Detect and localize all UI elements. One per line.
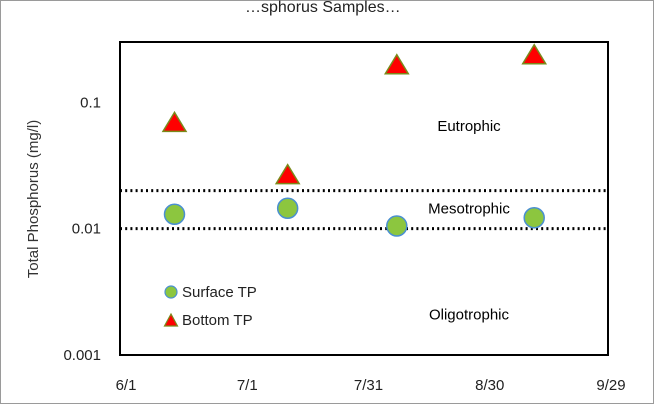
legend-marker-surface-tp xyxy=(164,285,178,299)
surface-tp-point xyxy=(163,203,186,225)
x-tick-label: 7/1 xyxy=(237,377,258,394)
legend-label: Surface TP xyxy=(182,284,257,301)
y-axis-ticks: 0.001 0.01 0.1 xyxy=(63,94,101,364)
y-tick-label: 0.001 xyxy=(63,347,101,364)
y-tick-label: 0.1 xyxy=(80,94,101,111)
data-points xyxy=(161,43,548,237)
x-tick-label: 7/31 xyxy=(354,377,383,394)
x-tick-label: 9/29 xyxy=(596,377,625,394)
plot-area xyxy=(119,41,609,356)
x-tick-label: 8/30 xyxy=(475,377,504,394)
x-axis-ticks: 6/1 7/1 7/31 8/30 9/29 xyxy=(116,377,626,394)
bottom-tp-point xyxy=(521,43,548,65)
legend-marker-bottom-tp xyxy=(163,312,179,327)
chart-title-fragment: …sphorus Samples… xyxy=(245,0,401,16)
zone-label-eutrophic: Eutrophic xyxy=(437,118,501,135)
surface-tp-point xyxy=(276,197,299,220)
bottom-tp-point xyxy=(383,53,410,75)
legend: Surface TP Bottom TP xyxy=(163,284,257,329)
surface-tp-point xyxy=(386,215,408,237)
legend-label: Bottom TP xyxy=(182,312,253,329)
bottom-tp-point xyxy=(274,163,301,185)
zone-label-oligotrophic: Oligotrophic xyxy=(429,306,510,323)
trophic-zone-labels: Eutrophic Mesotrophic Oligotrophic xyxy=(428,118,510,323)
y-tick-label: 0.01 xyxy=(72,221,101,238)
bottom-tp-point xyxy=(161,110,188,133)
x-tick-label: 6/1 xyxy=(116,377,137,394)
surface-tp-point xyxy=(523,206,545,229)
zone-label-mesotrophic: Mesotrophic xyxy=(428,200,510,217)
y-axis-title: Total Phosphorus (mg/l) xyxy=(25,120,42,278)
threshold-lines xyxy=(120,189,608,231)
